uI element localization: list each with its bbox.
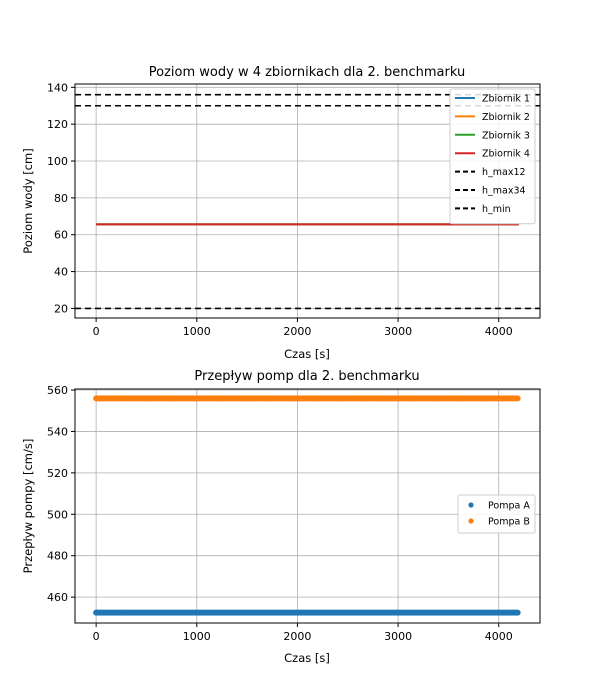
plot-frame [74,388,541,624]
y-tick-label: 60 [54,229,68,242]
series-points [93,395,521,616]
data-point [514,395,521,402]
x-tick-label: 1000 [183,630,211,643]
legend-label: Zbiornik 1 [482,94,530,105]
y-tick-label: 120 [47,118,68,131]
x-tick-label: 3000 [384,325,412,338]
x-tick-label: 4000 [485,630,513,643]
y-tick-label: 480 [47,550,68,563]
y-tick-label: 140 [47,81,68,94]
y-tick-label: 560 [47,384,68,397]
x-axis-label: Czas [s] [284,651,330,665]
x-tick-label: 3000 [384,630,412,643]
y-axis-label: Poziom wody [cm] [21,148,35,253]
x-ticks: 0 1000 2000 3000 4000 [93,318,513,338]
y-tick-label: 100 [47,155,68,168]
legend-label: Zbiornik 3 [482,130,530,141]
chart-title: Poziom wody w 4 zbiornikach dla 2. bench… [149,65,465,80]
x-tick-label: 2000 [283,630,311,643]
legend-label: Zbiornik 2 [482,112,530,123]
y-tick-label: 20 [54,302,68,315]
legend-label: Pompa B [488,517,530,528]
legend-swatch [468,518,474,524]
x-tick-label: 4000 [485,325,513,338]
y-tick-label: 500 [47,508,68,521]
y-tick-label: 540 [47,425,68,438]
legend-label: Pompa A [488,501,530,512]
pump-flow-chart: Przepływ pomp dla 2. benchmarku 0 1000 200… [21,369,541,665]
y-axis-label: Przepływ pompy [cm/s] [21,439,35,574]
x-tick-label: 1000 [183,325,211,338]
x-ticks: 0 1000 2000 3000 4000 [93,623,513,643]
legend-swatch [468,502,474,508]
data-point [514,609,521,616]
legend-label: h_max34 [482,186,526,197]
y-tick-label: 520 [47,467,68,480]
plot-frame [74,83,541,319]
x-tick-label: 0 [93,630,100,643]
x-axis-label: Czas [s] [284,347,330,361]
legend: Zbiornik 1 Zbiornik 2 Zbiornik 3 Zbiornik 4… [449,88,536,225]
y-tick-label: 40 [54,266,68,279]
threshold-lines [75,93,540,310]
legend-label: h_min [482,204,511,215]
legend-label: h_max12 [482,167,526,178]
y-tick-label: 460 [47,591,68,604]
chart-title: Przepływ pomp dla 2. benchmarku [194,369,419,384]
series-pompa-a [93,609,521,616]
y-ticks: 460 480 500 520 540 560 [47,384,75,604]
water-level-chart: Poziom wody w 4 zbiornikach dla 2. bench… [21,65,541,361]
x-tick-label: 2000 [283,325,311,338]
y-tick-label: 80 [54,192,68,205]
series-pompa-b [93,395,521,402]
legend-box [457,494,536,534]
x-tick-label: 0 [93,325,100,338]
legend-label: Zbiornik 4 [482,149,530,160]
legend: Pompa A Pompa B [457,494,536,534]
y-ticks: 20 40 60 80 100 120 140 [47,81,75,315]
